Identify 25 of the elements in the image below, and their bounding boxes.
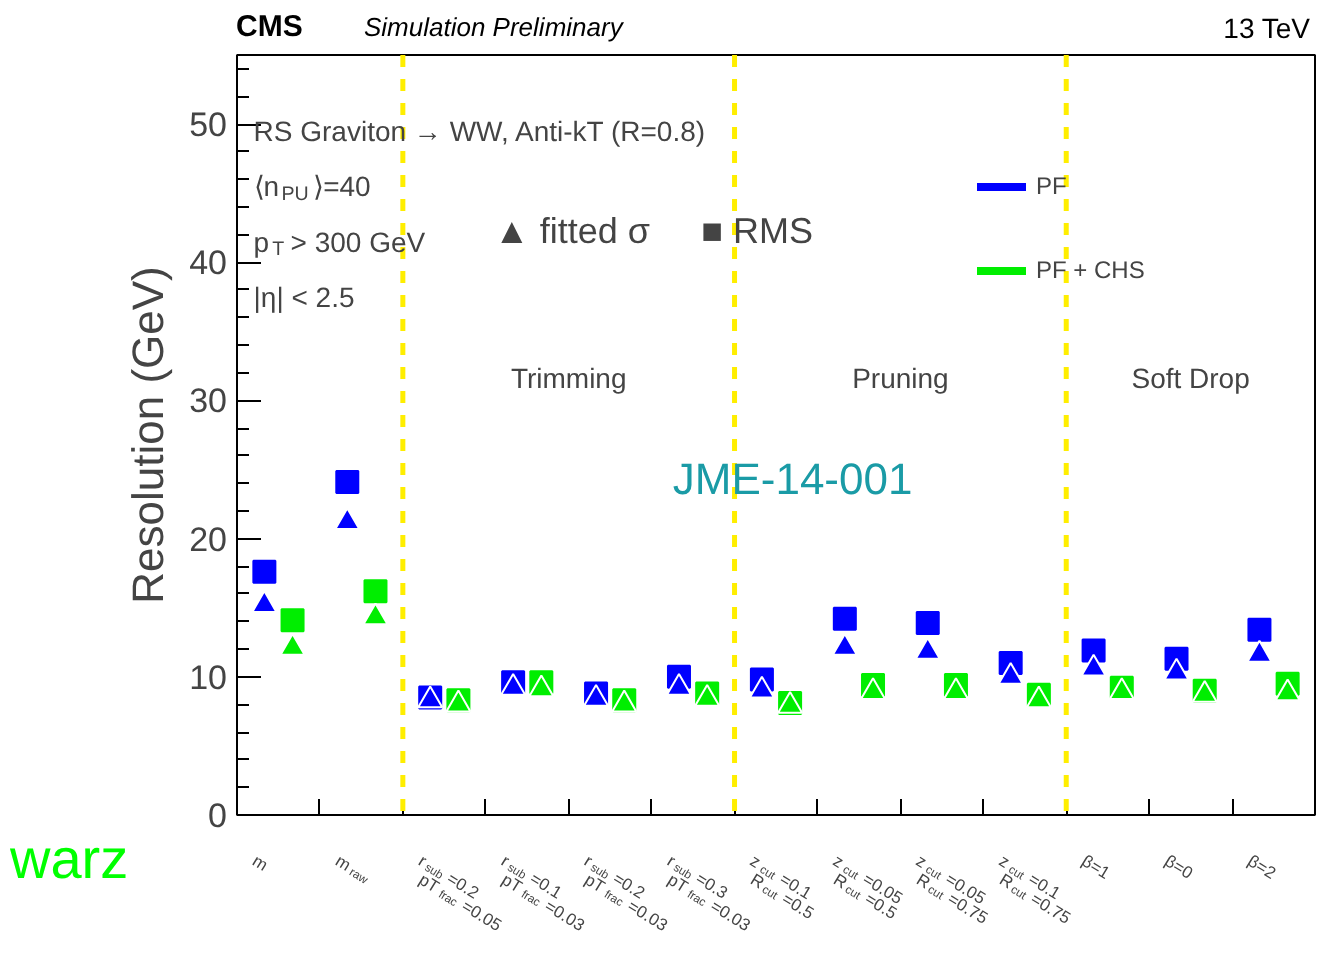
annotation: Trimming [510, 361, 627, 394]
annotation: |η| < 2.5 [253, 280, 355, 313]
annotation: Soft Drop [1131, 361, 1251, 394]
x-tick-label: β=1 [1078, 850, 1115, 884]
legend-label: PF [1036, 172, 1069, 200]
x-tick-label: β=0 [1161, 850, 1198, 884]
legend-label: PF + CHS [1036, 256, 1145, 284]
y-tick-label: 20 [189, 520, 228, 559]
annotation: ■ RMS [701, 211, 814, 252]
y-axis-title: Resolution (GeV) [123, 266, 174, 604]
annotation: RS Graviton → WW, Anti-kT (R=0.8) [253, 115, 706, 147]
text: CMS [236, 8, 303, 48]
text: Simulation Preliminary [364, 10, 623, 46]
y-tick-label: 50 [189, 106, 228, 145]
annotation: JME-14-001 [672, 454, 913, 505]
text: 13 TeV [1223, 10, 1310, 48]
x-tick-label: m [249, 850, 272, 875]
y-tick-label: 40 [189, 244, 228, 283]
annotation: ▲ fitted σ [494, 211, 650, 252]
y-tick-label: 10 [189, 658, 228, 697]
y-tick-label: 0 [208, 797, 228, 835]
annotation: Pruning [852, 361, 949, 394]
text: warz [10, 826, 129, 894]
x-tick-label: β=2 [1244, 850, 1281, 884]
y-tick-label: 30 [189, 382, 228, 421]
